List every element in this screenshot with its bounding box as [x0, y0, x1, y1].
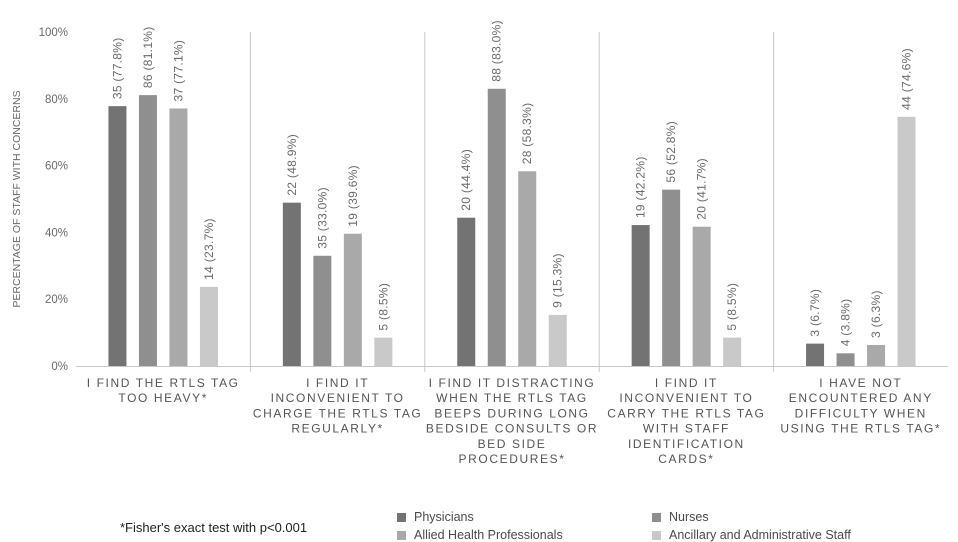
bar-value-label: 28 (58.3%)	[520, 103, 534, 165]
bar-value-label: 22 (48.9%)	[285, 134, 299, 196]
legend-swatch-allied-health	[397, 530, 406, 540]
bar-value-label: 14 (23.7%)	[202, 218, 216, 280]
y-tick-label: 80%	[45, 94, 68, 106]
x-tick-label: I FIND IT INCONVENIENT TO CHARGE THE RTLS …	[253, 376, 423, 436]
legend-item-nurses: Nurses	[652, 510, 709, 524]
bar-value-label: 35 (77.8%)	[110, 37, 124, 99]
bar-value-label: 86 (81.1%)	[141, 26, 155, 88]
y-tick-label: 20%	[45, 294, 68, 306]
bar-value-label: 19 (39.6%)	[346, 165, 360, 227]
legend-item-ancillary-admin: Ancillary and Administrative Staff	[652, 528, 851, 542]
bar	[343, 233, 362, 366]
legend-item-allied-health: Allied Health Professionals	[397, 528, 563, 542]
bar	[374, 337, 393, 366]
bar	[897, 116, 916, 366]
bar	[692, 226, 711, 366]
bar-value-label: 37 (77.1%)	[171, 40, 185, 102]
bar	[169, 108, 188, 367]
bar	[836, 353, 855, 366]
x-tick-label: I FIND THE RTLS TAG TOO HEAVY*	[87, 376, 240, 405]
bar	[631, 225, 650, 366]
bar	[108, 106, 127, 366]
legend-label-ancillary-admin: Ancillary and Administrative Staff	[669, 528, 851, 542]
bar	[199, 286, 218, 366]
x-tick-label: I FIND IT DISTRACTING WHEN THE RTLS TAG BE…	[426, 376, 598, 466]
legend-item-physicians: Physicians	[397, 510, 474, 524]
bar-value-label: 4 (3.8%)	[839, 299, 853, 347]
bar	[313, 255, 332, 366]
y-tick-label: 60%	[45, 161, 68, 173]
legend-label-physicians: Physicians	[414, 510, 474, 524]
y-axis-title: PERCENTAGE OF STAFF WITH CONCERNS	[11, 90, 23, 307]
bar	[457, 217, 476, 366]
bar	[723, 337, 742, 366]
y-tick-label: 40%	[45, 227, 68, 239]
bar-value-label: 19 (42.2%)	[634, 156, 648, 218]
y-tick-label: 100%	[39, 27, 68, 39]
bar	[662, 189, 681, 366]
y-tick-label: 0%	[51, 361, 68, 373]
legend-label-allied-health: Allied Health Professionals	[414, 528, 563, 542]
bar-value-label: 20 (44.4%)	[459, 149, 473, 211]
bar-value-label: 3 (6.7%)	[808, 289, 822, 337]
bar-value-label: 20 (41.7%)	[695, 158, 709, 220]
footnote: *Fisher's exact test with p<0.001	[120, 520, 308, 535]
bar-value-label: 88 (83.0%)	[490, 20, 504, 82]
x-tick-label: I HAVE NOT ENCOUNTERED ANY DIFFICULTY WHEN…	[780, 376, 941, 436]
bar-value-label: 5 (8.5%)	[376, 283, 390, 331]
bar	[548, 314, 567, 366]
x-tick-label: I FIND IT INCONVENIENT TO CARRY THE RTLS T…	[607, 376, 765, 466]
bar	[518, 171, 537, 366]
bar	[282, 202, 301, 366]
bar-value-label: 35 (33.0%)	[315, 187, 329, 249]
bar-value-label: 3 (6.3%)	[869, 290, 883, 338]
bar-value-label: 56 (52.8%)	[664, 121, 678, 183]
bar	[806, 343, 825, 366]
bar	[487, 88, 506, 366]
bar-value-label: 5 (8.5%)	[725, 283, 739, 331]
legend-label-nurses: Nurses	[669, 510, 709, 524]
legend-swatch-physicians	[397, 512, 406, 522]
bar-value-label: 9 (15.3%)	[551, 253, 565, 308]
bar	[867, 344, 886, 366]
legend-swatch-nurses	[652, 512, 661, 522]
legend-swatch-ancillary-admin	[652, 530, 661, 540]
bar	[138, 95, 157, 366]
bar-value-label: 44 (74.6%)	[900, 48, 914, 110]
